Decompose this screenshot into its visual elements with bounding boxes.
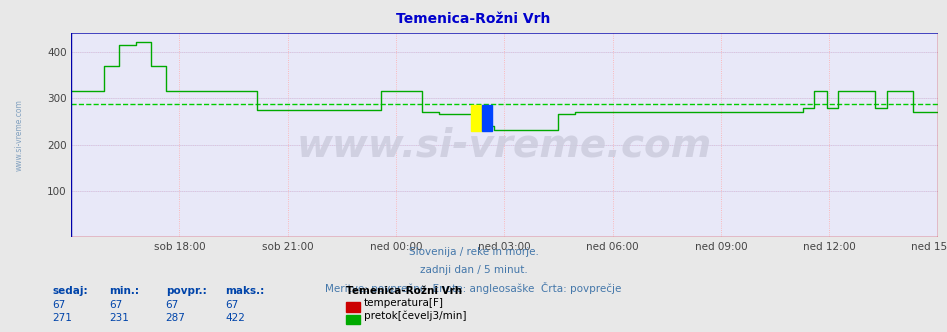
Text: www.si-vreme.com: www.si-vreme.com — [14, 99, 24, 171]
Text: 231: 231 — [109, 313, 129, 323]
Text: 67: 67 — [109, 300, 122, 310]
Text: 422: 422 — [225, 313, 245, 323]
Text: zadnji dan / 5 minut.: zadnji dan / 5 minut. — [420, 265, 527, 275]
Text: sedaj:: sedaj: — [52, 286, 88, 296]
Text: Temenica-Rožni Vrh: Temenica-Rožni Vrh — [396, 12, 551, 26]
Text: min.:: min.: — [109, 286, 139, 296]
Text: Slovenija / reke in morje.: Slovenija / reke in morje. — [408, 247, 539, 257]
Text: 67: 67 — [225, 300, 239, 310]
Text: www.si-vreme.com: www.si-vreme.com — [296, 126, 712, 164]
Bar — [472, 105, 482, 131]
Text: povpr.:: povpr.: — [166, 286, 206, 296]
Text: temperatura[F]: temperatura[F] — [364, 298, 443, 308]
Text: Meritve: povprečne  Enote: angleosaške  Črta: povprečje: Meritve: povprečne Enote: angleosaške Čr… — [326, 282, 621, 294]
Text: maks.:: maks.: — [225, 286, 264, 296]
Text: pretok[čevelj3/min]: pretok[čevelj3/min] — [364, 310, 466, 321]
Text: 67: 67 — [166, 300, 179, 310]
Bar — [482, 105, 492, 131]
Text: Temenica-Rožni Vrh: Temenica-Rožni Vrh — [346, 286, 462, 296]
Text: 287: 287 — [166, 313, 186, 323]
Text: 67: 67 — [52, 300, 65, 310]
Text: 271: 271 — [52, 313, 72, 323]
